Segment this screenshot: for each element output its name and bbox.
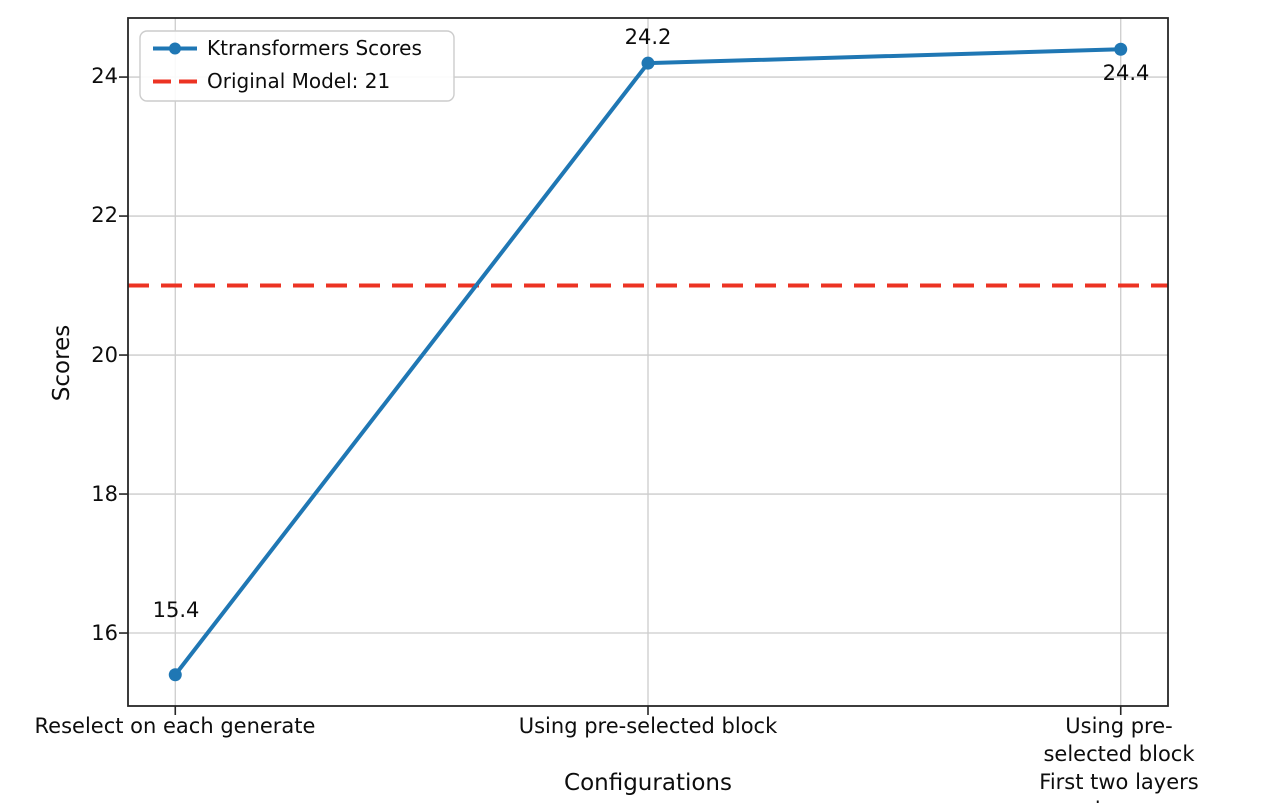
data-point-marker [641, 56, 655, 70]
y-axis-label: Scores [49, 324, 75, 402]
y-tick-label-24: 24 [91, 64, 118, 88]
plot-border [127, 17, 1169, 707]
y-tick-label-22: 22 [91, 203, 118, 227]
x-tick-label-reselect: Reselect on each generate [34, 714, 316, 738]
y-tick-label-20: 20 [91, 343, 118, 367]
point-label-24-4: 24.4 [1102, 61, 1150, 85]
gridlines [128, 18, 1168, 706]
y-tick-label-18: 18 [91, 482, 118, 506]
legend-label-reference: Original Model: 21 [207, 69, 391, 93]
point-label-15-4: 15.4 [152, 598, 200, 622]
x-tick-label-preselected-dense: Using pre-selected block First two layer… [1039, 714, 1199, 803]
legend [139, 30, 455, 102]
data-point-marker [1114, 42, 1128, 56]
tick-marks [119, 76, 1122, 715]
legend-label-series: Ktransformers Scores [207, 36, 422, 60]
legend-series-marker-sample [169, 42, 181, 55]
x-axis-label: Configurations [564, 770, 732, 796]
x-tick-label-preselected: Using pre-selected block [518, 714, 778, 738]
y-tick-label-16: 16 [91, 621, 118, 645]
data-point-marker [168, 668, 182, 682]
legend-box [139, 30, 455, 102]
point-label-24-2: 24.2 [624, 25, 672, 49]
